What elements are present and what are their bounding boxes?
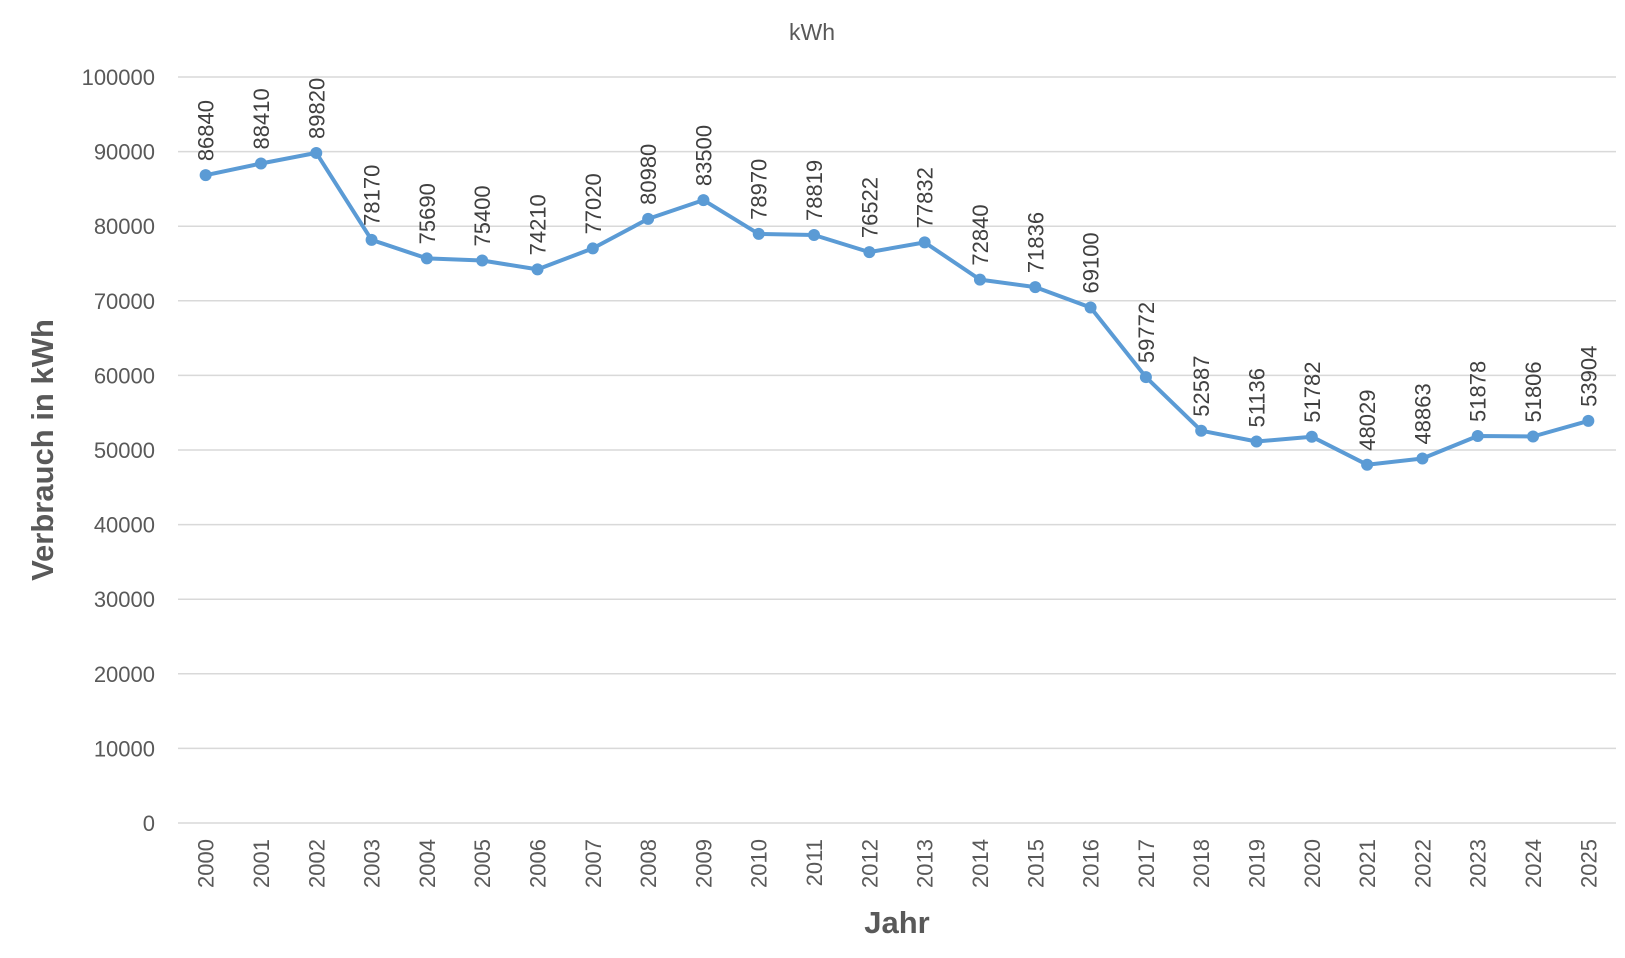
data-label: 48029 <box>1355 390 1380 451</box>
y-tick-label: 50000 <box>94 438 155 463</box>
data-point <box>697 194 710 207</box>
x-tick-label: 2006 <box>526 839 551 888</box>
data-label: 53904 <box>1576 346 1601 407</box>
data-point <box>254 157 267 170</box>
data-point <box>1084 301 1097 314</box>
x-tick-label: 2001 <box>249 839 274 888</box>
y-tick-label: 90000 <box>94 140 155 165</box>
data-label: 75400 <box>470 185 495 246</box>
data-point <box>199 169 212 182</box>
x-tick-label: 2009 <box>691 839 716 888</box>
data-point <box>1029 281 1042 294</box>
y-axis-title: Verbrauch in kWh <box>25 319 60 581</box>
x-tick-label: 2019 <box>1245 839 1270 888</box>
x-tick-label: 2000 <box>194 839 219 888</box>
x-tick-label: 2012 <box>857 839 882 888</box>
x-tick-label: 2008 <box>636 839 661 888</box>
data-labels: 86840 88410 89820 78170 75690 75400 74210 77020… <box>194 78 1602 451</box>
data-label: 83500 <box>691 125 716 186</box>
x-tick-label: 2025 <box>1576 839 1601 888</box>
x-tick-label: 2018 <box>1189 839 1214 888</box>
data-point <box>973 273 986 286</box>
data-label: 48863 <box>1410 383 1435 444</box>
data-label: 76522 <box>857 177 882 238</box>
gridlines <box>178 76 1616 824</box>
x-axis-ticks: 2000 2001 2002 2003 2004 2005 2006 2007 2008 2009… <box>194 839 1602 888</box>
x-tick-label: 2011 <box>802 839 827 886</box>
data-label: 51136 <box>1245 368 1270 428</box>
data-label: 80980 <box>636 144 661 205</box>
data-point <box>1139 371 1152 384</box>
x-tick-label: 2023 <box>1466 839 1491 888</box>
x-tick-label: 2007 <box>581 839 606 888</box>
y-tick-label: 10000 <box>94 736 155 761</box>
data-point <box>1250 435 1263 448</box>
data-label: 78170 <box>360 165 385 226</box>
data-point <box>1582 414 1595 427</box>
x-tick-label: 2014 <box>968 839 993 888</box>
x-tick-label: 2016 <box>1079 839 1104 888</box>
x-tick-label: 2013 <box>913 839 938 888</box>
x-tick-label: 2021 <box>1355 839 1380 888</box>
y-tick-label: 70000 <box>94 289 155 314</box>
y-tick-label: 40000 <box>94 513 155 538</box>
data-label: 78970 <box>747 159 772 220</box>
data-point <box>918 236 931 249</box>
data-label: 51878 <box>1466 361 1491 422</box>
data-label: 89820 <box>304 78 329 139</box>
data-label: 77020 <box>581 173 606 234</box>
data-label: 69100 <box>1079 232 1104 293</box>
series-line <box>205 150 1589 467</box>
data-point <box>642 212 655 225</box>
data-label: 75690 <box>415 183 440 244</box>
data-label: 52587 <box>1189 356 1214 417</box>
y-tick-label: 60000 <box>94 363 155 388</box>
data-label: 74210 <box>526 194 551 255</box>
data-label: 72840 <box>968 204 993 265</box>
x-tick-label: 2003 <box>360 839 385 888</box>
data-point <box>752 227 765 240</box>
x-tick-label: 2015 <box>1023 839 1048 888</box>
x-axis-title: Jahr <box>864 905 929 940</box>
data-label: 78819 <box>802 160 827 221</box>
x-tick-label: 2020 <box>1300 839 1325 888</box>
data-point <box>365 233 378 246</box>
data-point <box>863 246 876 259</box>
data-point <box>420 252 433 265</box>
data-point <box>1361 458 1374 471</box>
y-tick-label: 20000 <box>94 662 155 687</box>
x-tick-label: 2005 <box>470 839 495 888</box>
data-label: 51782 <box>1300 362 1325 423</box>
data-point <box>1527 430 1540 443</box>
x-tick-label: 2010 <box>747 839 772 888</box>
data-point <box>531 263 544 276</box>
chart-title: kWh <box>789 19 835 45</box>
data-label: 51806 <box>1521 361 1546 422</box>
x-tick-label: 2022 <box>1410 839 1435 888</box>
data-point <box>586 242 599 255</box>
y-tick-label: 30000 <box>94 587 155 612</box>
y-axis-ticks: 0 10000 20000 30000 40000 50000 60000 70000 8000… <box>82 65 155 836</box>
data-label: 86840 <box>194 100 219 161</box>
data-label: 71836 <box>1023 212 1048 273</box>
data-point <box>808 229 821 242</box>
y-tick-label: 0 <box>143 811 155 836</box>
data-point <box>1305 430 1318 443</box>
data-point <box>1195 424 1208 437</box>
x-tick-label: 2017 <box>1134 839 1159 888</box>
data-point <box>1471 429 1484 442</box>
x-tick-label: 2024 <box>1521 839 1546 888</box>
x-tick-label: 2004 <box>415 839 440 888</box>
data-point <box>476 254 489 267</box>
data-label: 77832 <box>913 167 938 228</box>
y-tick-label: 80000 <box>94 214 155 239</box>
data-points <box>199 146 1595 471</box>
y-tick-label: 100000 <box>82 65 155 90</box>
data-point <box>310 146 323 159</box>
data-point <box>1416 452 1429 465</box>
x-tick-label: 2002 <box>304 839 329 888</box>
data-label: 59772 <box>1134 302 1159 363</box>
data-label: 88410 <box>249 88 274 149</box>
